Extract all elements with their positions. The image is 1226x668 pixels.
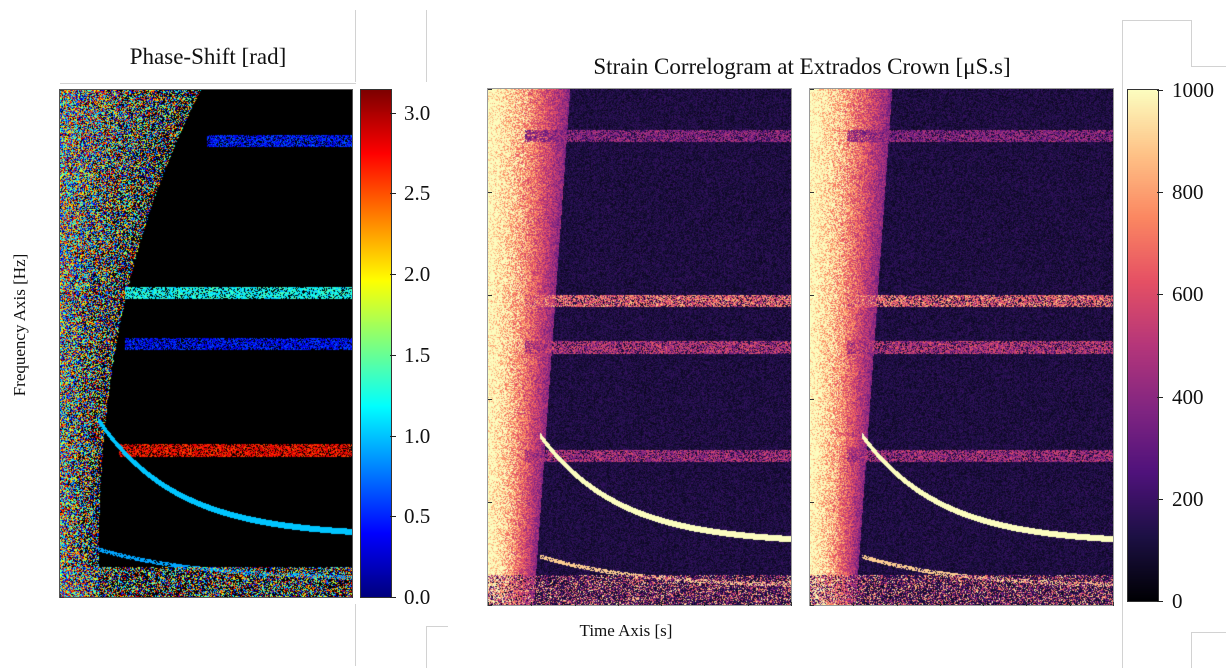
y-axis-tick [60, 495, 64, 497]
colorbar-tick-mark [1157, 498, 1163, 500]
colorbar-tick-label: 3.0 [404, 100, 431, 125]
colorbar-tick-mark [390, 435, 396, 437]
frequency-axis-label: Frequency Axis [Hz] [10, 253, 29, 397]
colorbar-tick-mark [390, 274, 396, 276]
strain-heatmap-frame-a [487, 88, 792, 606]
colorbar-tick-label: 800 [1172, 180, 1204, 205]
y-axis-tick [488, 89, 492, 90]
strain-correlogram-title: Strain Correlogram at Extrados Crown [μS… [593, 54, 1011, 79]
x-axis-tick [810, 602, 811, 606]
strain-colorbar-gradient [1128, 90, 1158, 601]
divider-line [355, 604, 356, 666]
y-axis-tick [810, 398, 814, 400]
x-axis-tick [226, 594, 228, 598]
colorbar-tick-label: 2.5 [404, 181, 431, 206]
divider-line [355, 10, 356, 82]
x-axis-tick [853, 602, 855, 606]
divider-line [1191, 632, 1226, 633]
colorbar-tick-label: 1.0 [404, 423, 431, 448]
y-axis-tick [810, 192, 814, 194]
colorbar-tick-mark [390, 354, 396, 356]
strain-colorbar [1127, 89, 1159, 602]
colorbar-tick-mark [390, 597, 396, 598]
colorbar-tick-mark [390, 516, 396, 518]
y-axis-tick [60, 597, 64, 598]
x-axis-tick [791, 602, 792, 606]
colorbar-tick-label: 1.5 [404, 342, 431, 367]
x-axis-tick [983, 602, 985, 606]
x-axis-tick [896, 602, 898, 606]
x-axis-tick [617, 602, 619, 606]
x-axis-tick [747, 602, 749, 606]
y-axis-tick [60, 90, 64, 91]
phase-shift-heatmap [60, 90, 352, 597]
x-axis-tick [1113, 602, 1114, 606]
colorbar-tick-label: 0 [1172, 589, 1183, 613]
colorbar-tick-mark [1157, 396, 1163, 398]
y-axis-tick [488, 192, 492, 194]
y-axis-tick [488, 501, 492, 503]
y-axis-tick [810, 89, 814, 90]
phase-shift-title: Phase-Shift [rad] [129, 44, 287, 69]
strain-heatmap-frame-b [809, 88, 1114, 606]
x-axis-tick [185, 594, 187, 598]
divider-line [1191, 632, 1192, 668]
colorbar-tick-mark [1157, 294, 1163, 296]
phase-colorbar [360, 89, 392, 598]
x-axis-tick [310, 594, 312, 598]
colorbar-tick-label: 2.0 [404, 262, 431, 287]
colorbar-tick-mark [1157, 192, 1163, 194]
colorbar-tick-mark [1157, 90, 1163, 91]
x-axis-tick [1026, 602, 1028, 606]
strain-heatmap-panel-a [488, 89, 791, 605]
y-axis-tick [60, 292, 64, 294]
y-axis-tick [60, 394, 64, 396]
divider-line [426, 626, 427, 668]
phase-colorbar-gradient [361, 90, 391, 597]
y-axis-tick [488, 605, 492, 606]
colorbar-tick-mark [390, 112, 396, 114]
x-axis-tick [60, 594, 61, 598]
colorbar-tick-label: 1000 [1172, 78, 1214, 102]
colorbar-tick-mark [390, 193, 396, 195]
colorbar-tick-label: 600 [1172, 282, 1204, 307]
y-axis-tick [488, 295, 492, 297]
y-axis-tick [810, 501, 814, 503]
divider-line [1122, 20, 1123, 668]
colorbar-tick-mark [1157, 601, 1163, 602]
colorbar-tick-label: 400 [1172, 384, 1204, 409]
colorbar-tick-label: 0.0 [404, 585, 431, 609]
strain-heatmap-panel-b [810, 89, 1113, 605]
colorbar-tick-label: 200 [1172, 486, 1204, 511]
y-axis-tick [60, 191, 64, 193]
x-axis-tick [143, 594, 145, 598]
y-axis-tick [810, 295, 814, 297]
time-axis-label: Time Axis [s] [579, 621, 673, 640]
y-axis-tick [810, 605, 814, 606]
x-axis-tick [704, 602, 706, 606]
x-axis-tick [661, 602, 663, 606]
divider-line [1191, 20, 1192, 66]
x-axis-tick [101, 594, 103, 598]
x-axis-tick [352, 594, 353, 598]
divider-line [1191, 66, 1226, 67]
divider-line [1122, 20, 1192, 21]
y-axis-tick [488, 398, 492, 400]
x-axis-tick [268, 594, 270, 598]
phase-shift-heatmap-frame [59, 89, 353, 598]
divider-line [426, 10, 427, 82]
divider-line [60, 83, 356, 84]
x-axis-tick [574, 602, 576, 606]
x-axis-tick [488, 602, 489, 606]
colorbar-tick-label: 0.5 [404, 504, 431, 529]
divider-line [426, 626, 448, 627]
x-axis-tick [1069, 602, 1071, 606]
x-axis-tick [939, 602, 941, 606]
x-axis-tick [531, 602, 533, 606]
